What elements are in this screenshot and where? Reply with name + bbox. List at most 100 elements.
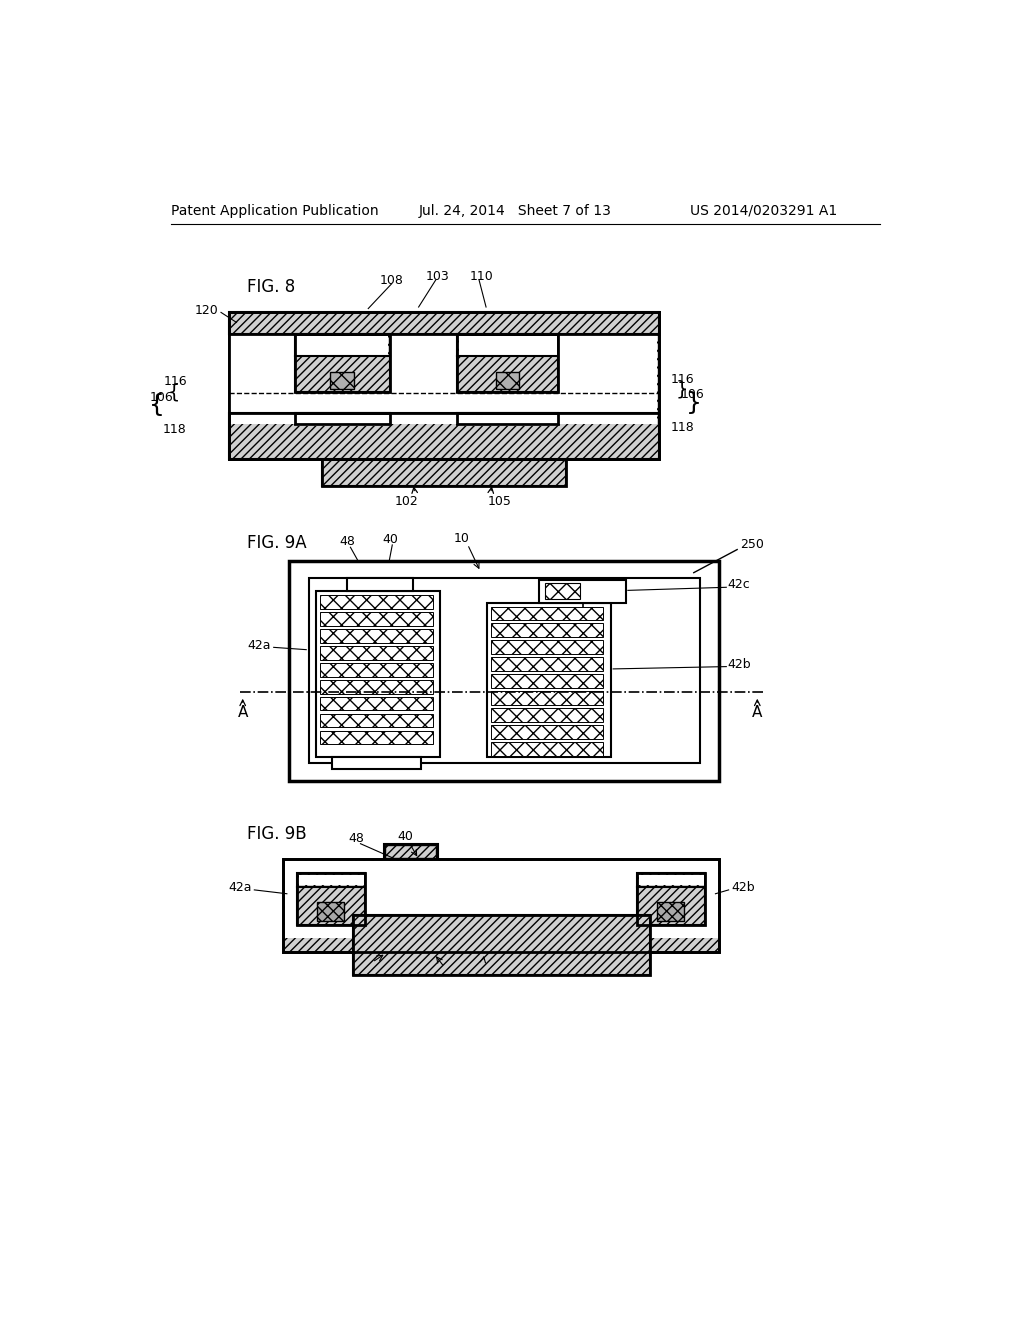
Bar (285, 925, 297, 937)
Bar (322, 459, 566, 486)
Bar (289, 561, 719, 780)
Bar (297, 873, 366, 925)
Text: 118: 118 (163, 422, 187, 436)
Text: 118: 118 (671, 421, 694, 434)
Text: 120: 120 (195, 304, 219, 317)
Text: 116: 116 (163, 375, 187, 388)
Text: 48: 48 (349, 832, 365, 845)
Bar (297, 873, 366, 925)
Bar (321, 595, 432, 609)
Bar (228, 313, 658, 334)
Text: 110: 110 (470, 269, 494, 282)
Bar (458, 334, 558, 392)
Bar (352, 915, 649, 974)
Bar (295, 334, 390, 392)
Text: 42a: 42a (248, 639, 271, 652)
Text: A: A (238, 705, 248, 721)
Bar (321, 697, 432, 710)
Text: Patent Application Publication: Patent Application Publication (171, 203, 379, 218)
Bar (490, 657, 603, 671)
Bar (321, 645, 432, 660)
Bar (321, 714, 432, 727)
Bar (296, 424, 388, 426)
Bar (637, 873, 706, 925)
Bar (321, 680, 432, 693)
Bar (458, 412, 558, 424)
Bar (299, 875, 364, 886)
Text: 10: 10 (440, 962, 456, 975)
Bar (539, 579, 627, 603)
Text: FIG. 8: FIG. 8 (247, 279, 295, 296)
Bar (230, 334, 295, 424)
Bar (230, 412, 657, 424)
Text: FIG. 9A: FIG. 9A (247, 535, 306, 552)
Bar (486, 603, 611, 758)
Text: 48: 48 (339, 536, 355, 548)
Bar (385, 845, 436, 858)
Text: Jul. 24, 2014   Sheet 7 of 13: Jul. 24, 2014 Sheet 7 of 13 (419, 203, 612, 218)
Bar (316, 591, 440, 758)
Bar (490, 742, 603, 756)
Bar (459, 335, 557, 355)
Bar (308, 578, 700, 763)
Bar (228, 412, 658, 459)
Text: 102: 102 (395, 495, 419, 508)
Bar (706, 925, 718, 937)
Bar (228, 313, 658, 459)
Text: 10: 10 (454, 532, 469, 545)
Bar (490, 725, 603, 739)
Bar (458, 334, 558, 392)
Bar (283, 859, 719, 952)
Bar (230, 334, 657, 424)
Text: 106: 106 (681, 388, 705, 401)
Text: 40: 40 (382, 533, 398, 546)
Bar (496, 372, 519, 389)
Bar (322, 459, 566, 486)
Bar (321, 612, 432, 626)
Bar (317, 903, 344, 921)
Bar (558, 334, 657, 424)
Text: 14: 14 (473, 957, 489, 970)
Bar (490, 708, 603, 722)
Text: }: } (675, 380, 688, 399)
Bar (545, 583, 580, 599)
Bar (384, 843, 438, 859)
Text: 106: 106 (150, 391, 173, 404)
Text: 116: 116 (671, 372, 694, 385)
Bar (490, 692, 603, 705)
Text: 42b: 42b (728, 657, 752, 671)
Bar (459, 424, 557, 426)
Bar (657, 903, 684, 921)
Text: 42b: 42b (731, 880, 755, 894)
Text: 103: 103 (426, 269, 450, 282)
Bar (283, 859, 719, 952)
Text: A: A (752, 705, 763, 721)
Text: US 2014/0203291 A1: US 2014/0203291 A1 (690, 203, 838, 218)
Bar (228, 313, 658, 459)
Bar (490, 640, 603, 655)
Bar (295, 334, 390, 392)
Bar (332, 758, 421, 770)
Text: 250: 250 (740, 539, 764, 552)
Text: 12: 12 (356, 957, 373, 970)
Bar (352, 915, 649, 974)
Text: 42a: 42a (228, 880, 252, 894)
Bar (295, 412, 390, 424)
Bar (458, 412, 558, 424)
Text: FIG. 9B: FIG. 9B (247, 825, 306, 843)
Bar (296, 335, 388, 355)
Bar (228, 412, 658, 459)
Bar (490, 675, 603, 688)
Text: 105: 105 (488, 495, 512, 508)
Text: {: { (168, 383, 180, 401)
Text: 108: 108 (380, 273, 403, 286)
Bar (637, 873, 706, 925)
Bar (366, 873, 637, 915)
Text: 42c: 42c (728, 578, 751, 591)
Bar (228, 313, 658, 334)
Bar (295, 412, 390, 424)
Text: 40: 40 (397, 829, 414, 842)
Bar (321, 663, 432, 677)
Bar (285, 861, 718, 873)
Bar (285, 873, 718, 937)
